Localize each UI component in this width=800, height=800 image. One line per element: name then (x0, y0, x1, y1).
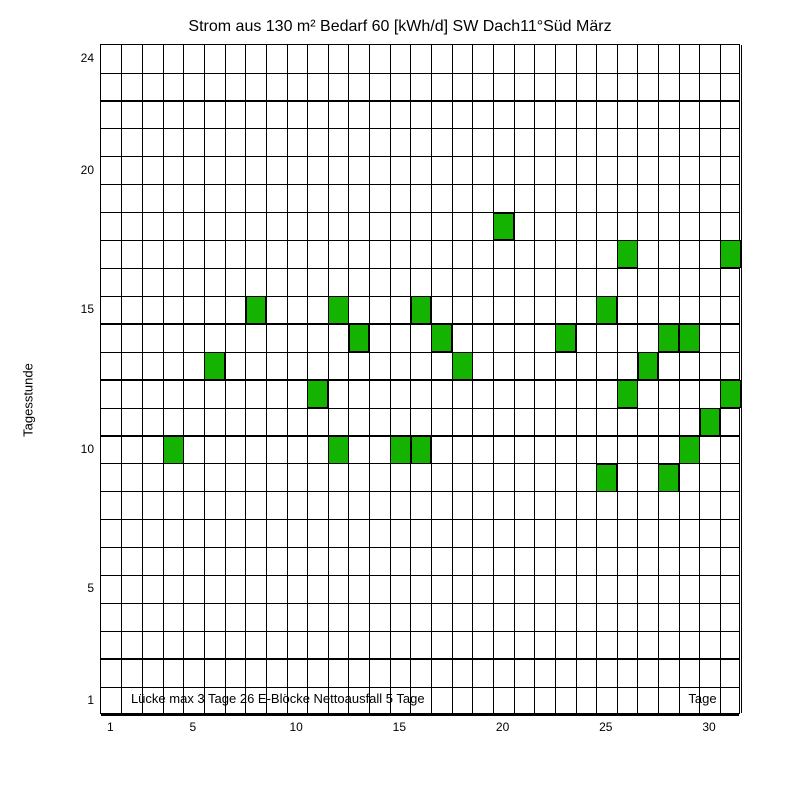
gridline-v (617, 45, 618, 713)
y-tick-label: 24 (81, 51, 94, 65)
gridline-v (369, 45, 370, 713)
gridline-v (431, 45, 432, 713)
data-block (679, 324, 700, 352)
gridline-v (307, 45, 308, 713)
data-block (617, 380, 638, 408)
x-tick-label: 30 (702, 720, 715, 734)
gridline-h (101, 658, 739, 659)
data-block (638, 352, 659, 380)
gridline-v (679, 45, 680, 713)
gridline-h (101, 631, 739, 632)
data-block (679, 436, 700, 464)
y-axis-label: Tagesstunde (21, 363, 36, 437)
gridline-v (534, 45, 535, 713)
gridline-h (101, 714, 739, 715)
gridline-h (101, 156, 739, 157)
y-tick-label: 15 (81, 302, 94, 316)
data-block (390, 436, 411, 464)
data-block (658, 324, 679, 352)
gridline-v (121, 45, 122, 713)
x-axis-label: Tage (688, 691, 716, 706)
gridline-v (163, 45, 164, 713)
data-block (720, 380, 741, 408)
gridline-h (101, 575, 739, 576)
gridline-v (183, 45, 184, 713)
data-block (328, 436, 349, 464)
gridline-h (101, 128, 739, 129)
gridline-h (101, 408, 739, 409)
gridline-h (101, 603, 739, 604)
gridline-v (699, 45, 700, 713)
gridline-v (493, 45, 494, 713)
gridline-v (245, 45, 246, 713)
gridline-h (101, 687, 739, 688)
gridline-h (101, 268, 739, 269)
data-block (555, 324, 576, 352)
chart-annotation: Lücke max 3 Tage 26 E-Blöcke Nettoausfal… (131, 691, 425, 706)
data-block (204, 352, 225, 380)
data-block (307, 380, 328, 408)
x-tick-label: 15 (393, 720, 406, 734)
chart-title: Strom aus 130 m² Bedarf 60 [kWh/d] SW Da… (0, 18, 800, 36)
chart-container: Strom aus 130 m² Bedarf 60 [kWh/d] SW Da… (0, 0, 800, 800)
data-block (720, 240, 741, 268)
gridline-h (101, 184, 739, 185)
data-block (328, 296, 349, 324)
data-block (596, 296, 617, 324)
gridline-h (101, 240, 739, 241)
gridline-v (142, 45, 143, 713)
data-block (246, 296, 267, 324)
gridline-h (101, 73, 739, 74)
gridline-v (266, 45, 267, 713)
gridline-v (410, 45, 411, 713)
y-tick-label: 10 (81, 442, 94, 456)
gridline-v (576, 45, 577, 713)
gridline-v (287, 45, 288, 713)
gridline-v (555, 45, 556, 713)
data-block (349, 324, 370, 352)
x-tick-label: 1 (107, 720, 114, 734)
data-block (596, 464, 617, 492)
data-block (658, 464, 679, 492)
plot-area (100, 44, 740, 714)
gridline-h (101, 100, 739, 101)
gridline-v (348, 45, 349, 713)
gridline-v (720, 45, 721, 713)
gridline-v (596, 45, 597, 713)
gridline-v (741, 45, 742, 713)
x-tick-label: 25 (599, 720, 612, 734)
x-tick-label: 5 (190, 720, 197, 734)
y-tick-label: 1 (87, 693, 94, 707)
data-block (411, 296, 432, 324)
y-tick-label: 20 (81, 163, 94, 177)
data-block (411, 436, 432, 464)
x-tick-label: 10 (289, 720, 302, 734)
gridline-h (101, 519, 739, 520)
gridline-v (390, 45, 391, 713)
gridline-h (101, 547, 739, 548)
data-block (493, 213, 514, 241)
data-block (163, 436, 184, 464)
gridline-v (328, 45, 329, 713)
gridline-h (101, 491, 739, 492)
gridline-v (514, 45, 515, 713)
x-tick-label: 20 (496, 720, 509, 734)
data-block (431, 324, 452, 352)
data-block (700, 408, 721, 436)
y-tick-label: 5 (87, 581, 94, 595)
data-block (452, 352, 473, 380)
gridline-h (101, 212, 739, 213)
data-block (617, 240, 638, 268)
